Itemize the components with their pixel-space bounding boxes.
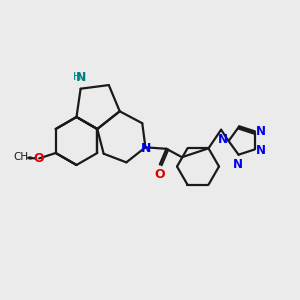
Text: N: N xyxy=(141,142,151,155)
Text: CH₃: CH₃ xyxy=(14,152,33,162)
Text: H: H xyxy=(73,72,81,82)
Text: N: N xyxy=(218,133,227,146)
Text: N: N xyxy=(256,124,266,137)
Text: O: O xyxy=(154,168,164,181)
Text: N: N xyxy=(76,71,86,84)
Text: N: N xyxy=(233,158,243,171)
Text: N: N xyxy=(256,145,266,158)
Text: O: O xyxy=(33,152,44,165)
